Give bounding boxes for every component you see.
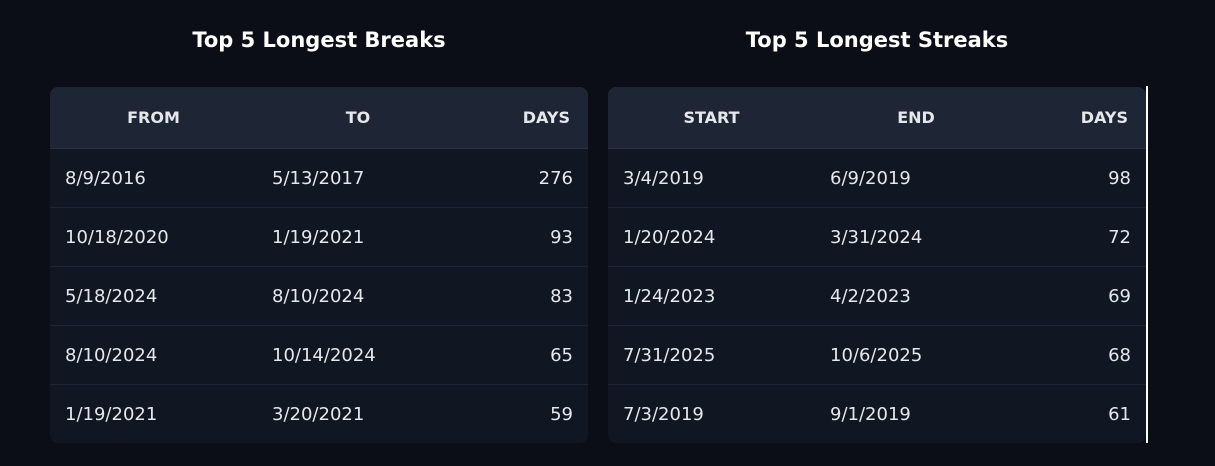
data-table: START END DAYS 3/4/2019 6/9/2019 98 1/20/2024 3… bbox=[608, 87, 1146, 443]
column-header: FROM bbox=[50, 87, 257, 149]
table-cell: 68 bbox=[1017, 325, 1146, 385]
table-cell: 98 bbox=[1017, 148, 1146, 208]
table-row: 1/20/2024 3/31/2024 72 bbox=[608, 207, 1146, 267]
table-cell: 8/10/2024 bbox=[50, 325, 257, 385]
column-header: TO bbox=[257, 87, 459, 149]
table-row: 10/18/2020 1/19/2021 93 bbox=[50, 207, 588, 267]
table-row: 1/24/2023 4/2/2023 69 bbox=[608, 266, 1146, 326]
table-cell: 5/18/2024 bbox=[50, 266, 257, 326]
table-row: 3/4/2019 6/9/2019 98 bbox=[608, 148, 1146, 208]
table-cell: 8/10/2024 bbox=[257, 266, 459, 326]
table-title: Top 5 Longest Streaks bbox=[745, 28, 1009, 52]
table-cell: 10/6/2025 bbox=[815, 325, 1017, 385]
table-title: Top 5 Longest Breaks bbox=[192, 28, 446, 52]
column-header: DAYS bbox=[459, 87, 588, 149]
breaks-panel: Top 5 Longest Breaks FROM TO DAYS 8/9/2016 5/… bbox=[50, 0, 588, 443]
table-cell: 1/19/2021 bbox=[257, 207, 459, 267]
table-cell: 7/31/2025 bbox=[608, 325, 815, 385]
table-body: 3/4/2019 6/9/2019 98 1/20/2024 3/31/2024 72 1/… bbox=[608, 148, 1146, 444]
table-row: 5/18/2024 8/10/2024 83 bbox=[50, 266, 588, 326]
column-header: END bbox=[815, 87, 1017, 149]
table-cell: 10/14/2024 bbox=[257, 325, 459, 385]
data-table: FROM TO DAYS 8/9/2016 5/13/2017 276 10/18/2020… bbox=[50, 87, 588, 443]
table-row: 8/10/2024 10/14/2024 65 bbox=[50, 325, 588, 385]
column-header: START bbox=[608, 87, 815, 149]
table-cell: 83 bbox=[459, 266, 588, 326]
table-row: 7/3/2019 9/1/2019 61 bbox=[608, 385, 1146, 444]
table-body: 8/9/2016 5/13/2017 276 10/18/2020 1/19/2021 9… bbox=[50, 148, 588, 444]
table-cell: 3/31/2024 bbox=[815, 207, 1017, 267]
table-cell: 93 bbox=[459, 207, 588, 267]
streaks-panel: Top 5 Longest Streaks START END DAYS 3/4/201… bbox=[608, 0, 1148, 443]
table-cell: 5/13/2017 bbox=[257, 148, 459, 208]
table-head: START END DAYS bbox=[608, 87, 1146, 149]
table-cell: 1/19/2021 bbox=[65, 403, 158, 425]
table-row: 8/9/2016 5/13/2017 276 bbox=[50, 148, 588, 208]
table-row: 1/19/2021 3/20/2021 59 bbox=[50, 385, 588, 444]
table-head: FROM TO DAYS bbox=[50, 87, 588, 149]
scroll-edge bbox=[1146, 86, 1148, 443]
table-cell: 72 bbox=[1017, 207, 1146, 267]
table-cell: 69 bbox=[1017, 266, 1146, 326]
table-cell: 6/9/2019 bbox=[815, 148, 1017, 208]
table-cell: 276 bbox=[459, 148, 588, 208]
header-row: FROM TO DAYS bbox=[50, 87, 588, 149]
table-cell: 7/3/2019 bbox=[623, 403, 704, 425]
column-header: DAYS bbox=[1017, 87, 1146, 149]
table-cell: 4/2/2023 bbox=[815, 266, 1017, 326]
table-row: 7/31/2025 10/6/2025 68 bbox=[608, 325, 1146, 385]
table-cell: 1/24/2023 bbox=[608, 266, 815, 326]
table-cell: 61 bbox=[1108, 403, 1131, 425]
table-cell: 9/1/2019 bbox=[830, 403, 911, 425]
table-cell: 59 bbox=[550, 403, 573, 425]
table-cell: 3/20/2021 bbox=[272, 403, 365, 425]
header-row: START END DAYS bbox=[608, 87, 1146, 149]
table-cell: 65 bbox=[459, 325, 588, 385]
table-cell: 1/20/2024 bbox=[608, 207, 815, 267]
table-cell: 3/4/2019 bbox=[608, 148, 815, 208]
table-cell: 8/9/2016 bbox=[50, 148, 257, 208]
table-cell: 10/18/2020 bbox=[50, 207, 257, 267]
